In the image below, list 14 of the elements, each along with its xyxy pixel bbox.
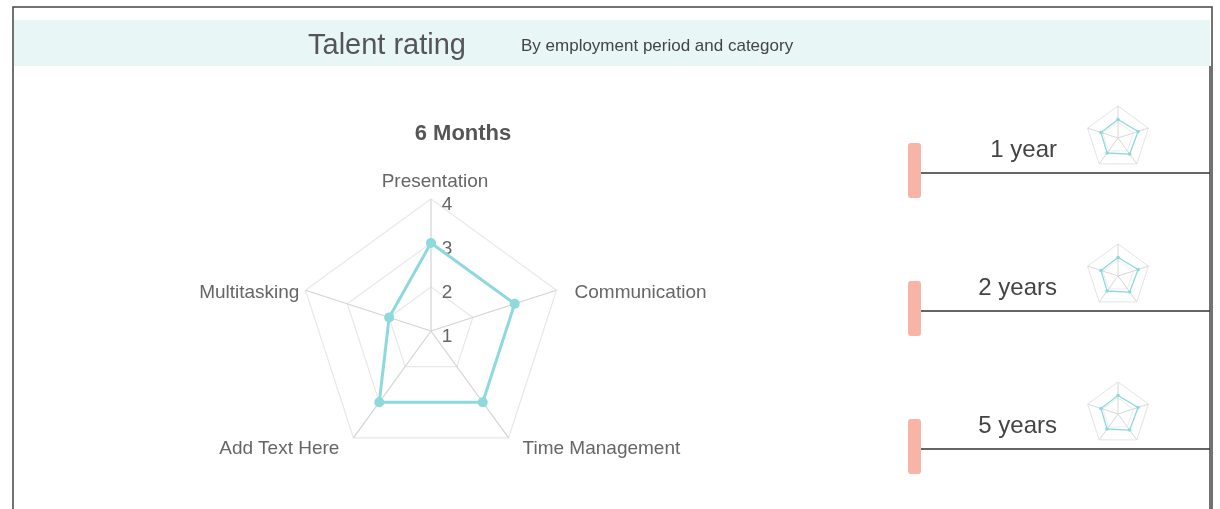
spoke-label: Communication: [574, 281, 707, 303]
text: 1 year: [990, 135, 1058, 162]
text: 5 years: [978, 411, 1057, 438]
y-tick-label: 1: [441, 325, 453, 346]
text: 2 years: [978, 273, 1057, 300]
y-tick-label: 4: [441, 193, 453, 214]
text: Talent rating: [308, 28, 466, 60]
spoke-label: Time Management: [522, 436, 682, 458]
spoke-label: Presentation: [381, 170, 489, 191]
spoke-label: Add Text Here: [219, 436, 340, 458]
spoke-label: Multitasking: [199, 281, 300, 303]
text: By employment period and category: [521, 36, 794, 55]
y-tick-label: 2: [441, 281, 453, 302]
chart-title: 6 Months: [414, 120, 512, 145]
